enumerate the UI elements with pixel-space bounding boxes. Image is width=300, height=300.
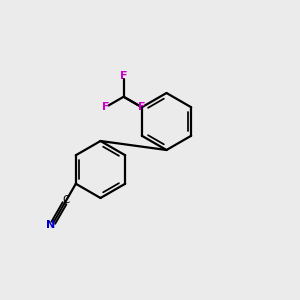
Text: F: F [120, 71, 127, 81]
Text: C: C [63, 195, 70, 205]
Text: N: N [46, 220, 56, 230]
Text: F: F [102, 102, 109, 112]
Text: F: F [138, 102, 146, 112]
